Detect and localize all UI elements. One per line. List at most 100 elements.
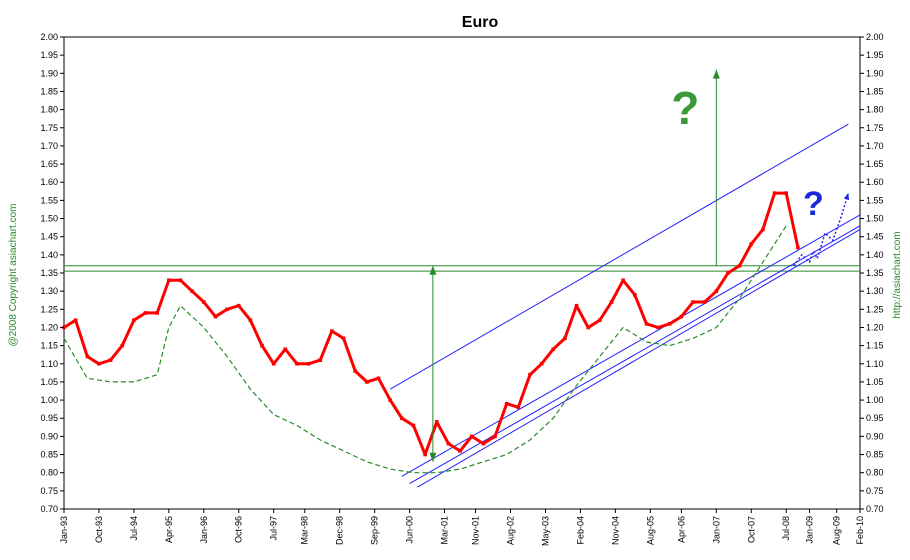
- price-point: [563, 336, 567, 341]
- projection-arrowhead: [843, 193, 850, 201]
- x-tick-label: Jan-93: [59, 516, 69, 544]
- y-tick-label-left: 1.25: [40, 304, 58, 314]
- price-point: [108, 358, 113, 362]
- y-tick-label-right: 1.55: [866, 195, 884, 205]
- x-tick-label: Nov-01: [471, 516, 481, 545]
- projection-series: [793, 192, 850, 267]
- x-tick-label: Nov-04: [610, 516, 620, 545]
- question-mark-annotation: ?: [671, 82, 699, 134]
- price-point: [702, 300, 707, 304]
- channel-lower-1-line: [409, 225, 861, 485]
- y-tick-label-right: 1.65: [866, 159, 884, 169]
- x-tick-label: Feb-04: [575, 516, 585, 545]
- price-point: [85, 354, 90, 359]
- price-point: [667, 322, 672, 326]
- y-tick-label-right: 1.10: [866, 359, 884, 369]
- price-point: [446, 441, 451, 446]
- y-tick-label-left: 1.90: [40, 68, 58, 78]
- price-point: [796, 245, 800, 250]
- x-tick-label: Aug-05: [645, 516, 655, 545]
- y-tick-label-right: 1.85: [866, 86, 884, 96]
- y-tick-label-right: 1.90: [866, 68, 884, 78]
- x-tick-label: Apr-06: [676, 516, 686, 543]
- price-point: [167, 278, 171, 283]
- price-point: [644, 322, 649, 326]
- y-tick-label-left: 1.55: [40, 195, 58, 205]
- price-point: [388, 398, 392, 402]
- price-point: [236, 303, 241, 308]
- x-tick-label: Aug-09: [832, 516, 842, 545]
- y-tick-label-left: 1.70: [40, 141, 58, 151]
- price-point: [784, 191, 789, 195]
- y-tick-label-right: 1.95: [866, 50, 884, 60]
- y-tick-label-right: 0.85: [866, 450, 884, 460]
- y-tick-label-right: 1.15: [866, 341, 884, 351]
- plot-area: [63, 36, 861, 510]
- price-point: [516, 405, 521, 410]
- y-tick-label-right: 1.25: [866, 304, 884, 314]
- x-tick-label: Jul-97: [269, 516, 279, 541]
- y-tick-label-right: 1.30: [866, 286, 884, 296]
- price-point: [155, 311, 159, 315]
- price-point: [481, 441, 486, 446]
- price-point: [213, 314, 218, 319]
- x-tick-label: Mar-98: [300, 516, 310, 545]
- price-point: [306, 361, 311, 366]
- x-tick-label: Jun-00: [405, 516, 415, 544]
- y-axis-left: 0.70 0.75 0.80 0.85 0.90 0.95 1.00 1.05 1.10 1.15…: [40, 32, 64, 514]
- price-point: [749, 242, 754, 246]
- price-point: [737, 263, 742, 268]
- y-tick-label-left: 1.60: [40, 177, 58, 187]
- y-tick-label-right: 0.75: [866, 486, 884, 496]
- price-point: [271, 361, 276, 366]
- channel-upper-line: [389, 123, 849, 390]
- x-axis: Jan-93 Oct-93 Jul-94 Apr-95 Jan-96 Oct-96 Jul-…: [59, 509, 865, 546]
- x-tick-label: Jul-94: [129, 516, 139, 541]
- y-tick-label-right: 1.60: [866, 177, 884, 187]
- y-tick-label-left: 0.95: [40, 413, 58, 423]
- price-point: [493, 434, 497, 439]
- price-point: [365, 380, 369, 384]
- question-mark-annotation: ?: [803, 185, 824, 223]
- price-point: [330, 329, 334, 333]
- x-tick-label: Feb-10: [855, 516, 865, 545]
- projection-line: [793, 192, 850, 267]
- y-tick-label-left: 1.50: [40, 214, 58, 224]
- price-point: [632, 292, 637, 297]
- channel-middle-line: [401, 214, 861, 477]
- y-tick-label-right: 1.70: [866, 141, 884, 151]
- price-point: [621, 278, 625, 283]
- price-point: [539, 361, 544, 366]
- annotations: ??: [671, 82, 824, 223]
- y-tick-label-left: 1.30: [40, 286, 58, 296]
- price-point: [97, 361, 101, 366]
- price-point: [411, 423, 416, 428]
- price-point: [551, 347, 556, 352]
- y-tick-label-left: 1.10: [40, 359, 58, 369]
- y-tick-label-left: 0.90: [40, 431, 58, 441]
- price-point: [295, 361, 299, 366]
- y-tick-label-left: 2.00: [40, 32, 58, 42]
- price-point: [400, 416, 404, 421]
- y-tick-label-right: 1.35: [866, 268, 884, 278]
- x-tick-label: Dec-98: [335, 516, 345, 545]
- price-point: [353, 369, 358, 373]
- y-tick-label-left: 1.80: [40, 105, 58, 115]
- y-tick-label-right: 2.00: [866, 32, 884, 42]
- price-point: [679, 314, 684, 319]
- y-tick-label-left: 0.75: [40, 486, 58, 496]
- price-point: [528, 372, 532, 377]
- y-axis-right: 0.70 0.75 0.80 0.85 0.90 0.95 1.00 1.05 1.10 1.15…: [860, 32, 884, 514]
- price-point: [726, 271, 730, 275]
- price-point: [423, 452, 427, 457]
- price-point: [201, 300, 206, 304]
- price-point: [458, 449, 462, 453]
- y-tick-label-left: 1.20: [40, 322, 58, 332]
- price-point: [248, 318, 253, 322]
- price-point: [73, 318, 78, 322]
- y-tick-label-left: 0.80: [40, 468, 58, 478]
- price-point: [504, 401, 509, 406]
- price-point: [574, 303, 579, 308]
- y-tick-label-right: 0.90: [866, 431, 884, 441]
